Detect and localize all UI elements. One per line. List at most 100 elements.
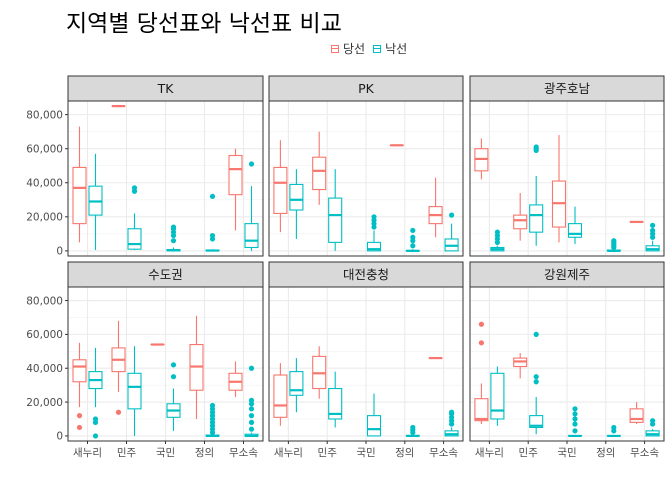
y-tick-label: 20,000 [26, 212, 63, 224]
outlier-point [533, 379, 539, 385]
box-elected [228, 148, 243, 231]
box-defeated [529, 331, 544, 435]
box-iqr [72, 166, 87, 225]
outlier-point [533, 331, 539, 337]
box-iqr [289, 371, 304, 396]
facet-strip-label: PK [358, 81, 375, 96]
box-defeated [606, 238, 621, 252]
legend-label-elected: 당선 [343, 42, 366, 56]
box-defeated [88, 347, 103, 439]
box-iqr [127, 372, 142, 410]
outlier-point [248, 419, 255, 425]
box-defeated [567, 206, 583, 245]
box-defeated [645, 418, 660, 437]
outlier-point [115, 409, 122, 415]
box-iqr [629, 408, 644, 423]
y-tick-label: 80,000 [26, 109, 63, 121]
box-elected [428, 177, 443, 238]
outlier-point [572, 406, 578, 412]
box-elected [72, 126, 87, 243]
outlier-point [410, 234, 416, 240]
outlier-point [533, 144, 539, 150]
box-elected [312, 346, 327, 399]
box-defeated [127, 346, 142, 436]
x-tick-label: 민주 [117, 447, 137, 459]
facet-strip [67, 75, 264, 102]
box-defeated [127, 185, 142, 251]
outlier-point [209, 193, 216, 199]
box-defeated [166, 362, 181, 431]
box-defeated [606, 424, 621, 438]
y-tick-label: 60,000 [26, 329, 63, 341]
outlier-point [410, 424, 416, 431]
legend: 당선 낙선 [329, 40, 409, 57]
box-iqr [366, 415, 382, 437]
box-iqr [289, 183, 304, 211]
box-defeated [645, 222, 660, 252]
facet-strip-label: 대전충청 [343, 267, 389, 282]
outlier-point [572, 421, 578, 427]
x-tick-label: 민주 [318, 447, 338, 459]
box-elected [629, 402, 644, 425]
outlier-point [478, 340, 484, 346]
outlier-point [76, 424, 83, 431]
box-iqr [513, 214, 528, 230]
facet-strip [469, 75, 665, 102]
box-elected [513, 353, 528, 379]
facet-strip [469, 261, 665, 288]
x-tick-label: 국민 [356, 447, 375, 459]
facet-strip [268, 261, 464, 288]
box-defeated [567, 406, 583, 438]
box-defeated [289, 169, 304, 239]
outlier-point [650, 418, 656, 424]
box-iqr [529, 415, 544, 429]
box-iqr [567, 223, 583, 238]
box-defeated [244, 161, 259, 251]
box-defeated [166, 224, 181, 252]
facet-strip-label: 광주호남 [544, 81, 591, 96]
outlier-point [248, 426, 255, 432]
y-tick-label: 20,000 [26, 397, 63, 409]
outlier-point [209, 402, 216, 409]
outlier-point [494, 229, 500, 235]
box-iqr [228, 154, 243, 196]
box-elected [551, 135, 567, 243]
x-tick-label: 민주 [519, 447, 539, 459]
facet-panel: TK 0 20,000 40,000 60,000 80,000 [26, 75, 264, 258]
facet-panel: PK [268, 75, 464, 257]
box-defeated [490, 366, 505, 426]
box-defeated [444, 409, 459, 437]
legend-label-defeated: 낙선 [385, 42, 408, 56]
box-elected [189, 315, 204, 419]
legend-key-defeated [371, 43, 383, 55]
x-tick-label: 국민 [557, 447, 576, 459]
outlier-point [248, 397, 255, 403]
box-elected [273, 140, 288, 233]
chart-title: 지역별 당선표와 낙선표 비교 [66, 11, 342, 37]
box-elected [312, 131, 327, 205]
outlier-point [92, 416, 99, 422]
x-tick-label: 새누리 [274, 447, 303, 459]
box-defeated [405, 424, 420, 438]
box-iqr [490, 372, 505, 420]
x-tick-label: 무소속 [630, 447, 659, 459]
box-elected [273, 363, 288, 426]
outlier-point [449, 409, 455, 415]
box-defeated [366, 393, 382, 437]
x-tick-label: 정의 [195, 447, 214, 459]
outlier-point [650, 222, 656, 228]
x-tick-label: 정의 [596, 447, 615, 459]
y-tick-label: 40,000 [26, 363, 63, 375]
box-elected [111, 320, 126, 415]
box-elected [474, 321, 489, 425]
box-defeated [328, 169, 343, 251]
x-tick-label: 무소속 [229, 447, 258, 459]
box-defeated [490, 229, 505, 252]
box-defeated [405, 227, 420, 252]
box-defeated [205, 193, 220, 252]
x-tick-label: 국민 [156, 447, 175, 459]
outlier-point [611, 238, 617, 244]
legend-item-elected: 당선 [329, 40, 365, 57]
y-tick-label: 80,000 [26, 295, 63, 307]
